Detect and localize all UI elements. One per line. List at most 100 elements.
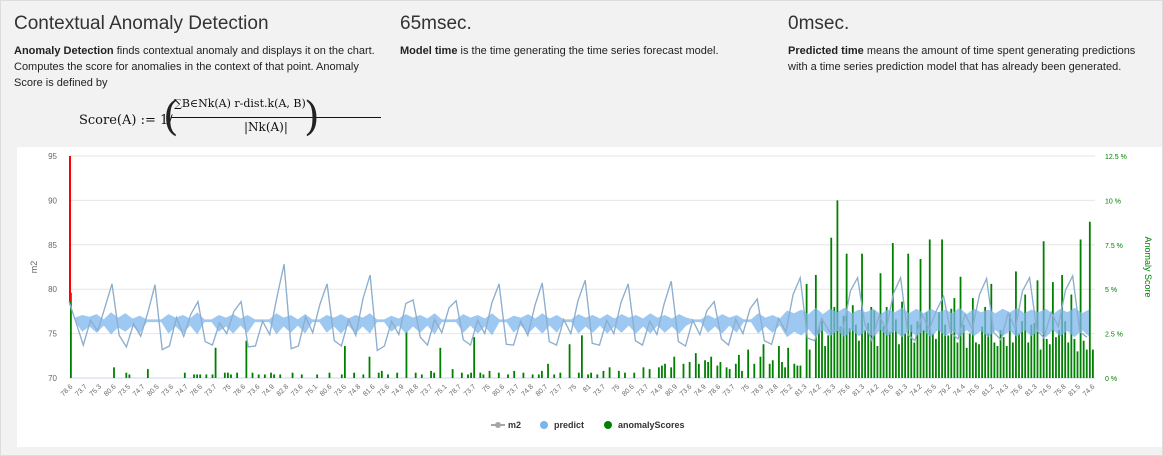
anomaly-score-bar xyxy=(642,367,645,378)
anomaly-score-bar xyxy=(827,335,830,378)
anomaly-score-bar xyxy=(978,344,980,378)
anomaly-score-bar xyxy=(771,360,774,378)
anomaly-score-bar xyxy=(488,370,491,378)
anomaly-score-bar xyxy=(947,335,950,378)
y-tick-label: 80 xyxy=(48,285,57,294)
x-tick-label: 81.2 xyxy=(981,383,996,398)
anomaly-score-bar xyxy=(596,374,599,378)
detection-info: Contextual Anomaly Detection Anomaly Det… xyxy=(14,13,384,91)
anomaly-score-bar xyxy=(1076,351,1079,378)
anomaly-score-bar xyxy=(793,363,796,378)
y-right-tick-label: 7.5 % xyxy=(1105,243,1123,250)
anomaly-score-bar xyxy=(1058,330,1060,378)
anomaly-score-bar xyxy=(300,374,303,378)
x-tick-label: 75.6 xyxy=(1010,383,1025,398)
anomaly-score-bar xyxy=(935,338,937,378)
legend-item-anomaly-scores[interactable]: anomalyScores xyxy=(618,420,685,430)
anomaly-score-bar xyxy=(870,306,873,378)
anomaly-score-bar xyxy=(833,306,836,378)
anomaly-score-bar xyxy=(257,374,260,378)
anomaly-score-bar xyxy=(430,370,432,378)
x-tick-label: 74.2 xyxy=(866,383,881,398)
anomaly-score-bar xyxy=(778,346,780,378)
anomaly-score-bar xyxy=(1085,349,1088,378)
anomaly-score-bar xyxy=(728,369,731,378)
anomaly-score-bar xyxy=(223,372,226,378)
anomaly-score-bar xyxy=(910,324,913,378)
formula-left-paren: ( xyxy=(163,94,179,140)
anomaly-score-bar xyxy=(904,333,907,378)
x-tick-label: 75.1 xyxy=(434,383,449,398)
x-tick-label: 81.3 xyxy=(1024,383,1039,398)
anomaly-score-bar xyxy=(716,365,719,378)
legend-item-anomaly-scores-symbol[interactable] xyxy=(604,421,612,429)
chart-container: 70 0 % 75 2.5 % 80 5 % 85 7.5 % 90 10 % 95 12.5 % m2… xyxy=(17,147,1162,447)
x-tick-label: 75 xyxy=(481,383,492,394)
anomaly-score-bar xyxy=(316,374,319,378)
anomaly-score-bar xyxy=(559,372,562,378)
x-tick-label: 75.3 xyxy=(89,383,104,398)
x-tick-label: 74.3 xyxy=(995,383,1010,398)
anomaly-score-bar xyxy=(273,374,275,378)
anomaly-score-bar xyxy=(1073,338,1076,378)
x-tick-label: 75.6 xyxy=(837,383,852,398)
model-time-info: 65msec. Model time is the time generatin… xyxy=(400,13,770,59)
x-tick-label: 78.8 xyxy=(405,383,420,398)
anomaly-score-bar xyxy=(1030,324,1033,378)
anomaly-score-bar xyxy=(781,362,783,378)
y-axis-label: m2 xyxy=(29,261,39,274)
anomaly-score-bar xyxy=(759,356,762,378)
legend-item-predict-symbol[interactable] xyxy=(540,421,548,429)
x-tick-label: 73.5 xyxy=(117,383,132,398)
anomaly-score-bar xyxy=(648,369,651,378)
anomaly-score-bar xyxy=(916,321,919,378)
predict-series-line xyxy=(68,264,1088,352)
legend-item-predict[interactable]: predict xyxy=(554,420,584,430)
legend-item-m2[interactable]: m2 xyxy=(508,420,521,430)
anomaly-score-bar xyxy=(470,372,472,378)
y-right-tick-label: 2.5 % xyxy=(1105,332,1123,339)
legend-item-m2-symbol[interactable] xyxy=(495,422,501,428)
anomaly-score-bar xyxy=(482,374,485,378)
x-tick-label: 82.8 xyxy=(276,383,291,398)
anomaly-score-bar xyxy=(725,367,728,378)
anomaly-score-bar xyxy=(999,330,1002,378)
anomaly-score-bar xyxy=(214,347,217,378)
anomaly-score-bar xyxy=(547,363,549,378)
anomaly-score-bar xyxy=(821,321,823,378)
x-tick-label: 78.7 xyxy=(448,383,463,398)
anomaly-score-bar xyxy=(230,374,232,378)
anomaly-score-bar xyxy=(854,324,857,378)
anomaly-score-bar xyxy=(808,349,811,378)
anomaly-score-bar xyxy=(962,324,965,378)
anomaly-score-bar xyxy=(938,312,940,378)
anomaly-score-bar xyxy=(368,356,371,378)
anomaly-score-bar xyxy=(975,342,977,378)
anomaly-score-bar xyxy=(858,340,860,378)
anomaly-score-bar xyxy=(984,306,987,378)
x-tick-label: 78.6 xyxy=(60,383,75,398)
x-tick-label: 75.1 xyxy=(305,383,320,398)
anomaly-score-bar xyxy=(741,370,743,378)
predicted-time-info: 0msec. Predicted time means the amount o… xyxy=(788,13,1153,75)
x-tick-label: 81.3 xyxy=(794,383,809,398)
anomaly-score-bar xyxy=(664,363,666,378)
anomaly-score-bar xyxy=(1082,340,1085,378)
x-tick-label: 74.5 xyxy=(1039,383,1054,398)
anomaly-score-bar xyxy=(661,365,663,378)
anomaly-score-bar xyxy=(824,346,826,378)
anomaly-score-bar xyxy=(737,354,740,378)
x-tick-label: 73.6 xyxy=(333,383,348,398)
anomaly-score-bar xyxy=(894,319,897,378)
anomaly-score-bar xyxy=(497,372,500,378)
anomaly-score-bar xyxy=(1005,346,1008,378)
detection-title: Contextual Anomaly Detection xyxy=(14,13,269,34)
anomaly-score-bar xyxy=(420,374,423,378)
anomaly-score-bar xyxy=(587,374,589,378)
anomaly-score-bar xyxy=(928,239,931,378)
anomaly-score-bar xyxy=(1070,294,1073,378)
anomaly-score-bar xyxy=(226,372,229,378)
x-tick-label: 73.6 xyxy=(679,383,694,398)
x-tick-label: 74.9 xyxy=(391,383,406,398)
anomaly-score-bar xyxy=(540,370,543,378)
